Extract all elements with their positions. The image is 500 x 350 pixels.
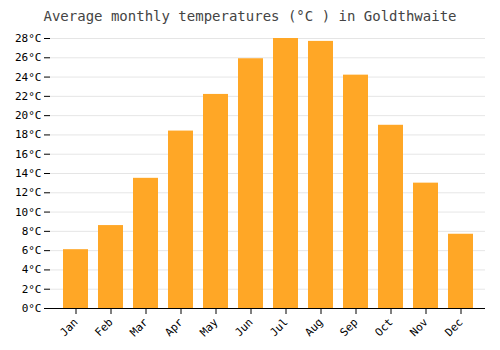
svg-text:4°C: 4°C: [22, 263, 42, 276]
svg-text:May: May: [197, 315, 221, 339]
svg-text:28°C: 28°C: [15, 32, 42, 45]
svg-text:Apr: Apr: [162, 315, 186, 339]
svg-text:22°C: 22°C: [15, 90, 42, 103]
svg-text:8°C: 8°C: [22, 225, 42, 238]
svg-text:Nov: Nov: [407, 315, 431, 339]
svg-text:14°C: 14°C: [15, 167, 42, 180]
svg-text:10°C: 10°C: [15, 206, 42, 219]
svg-text:Oct: Oct: [372, 316, 395, 339]
svg-text:16°C: 16°C: [15, 148, 42, 161]
svg-text:2°C: 2°C: [22, 283, 42, 296]
svg-text:6°C: 6°C: [22, 244, 42, 257]
svg-text:Jul: Jul: [267, 316, 290, 339]
svg-text:Jun: Jun: [232, 316, 255, 339]
svg-text:18°C: 18°C: [15, 128, 42, 141]
svg-text:Aug: Aug: [302, 316, 325, 339]
svg-text:0°C: 0°C: [22, 302, 42, 315]
svg-text:12°C: 12°C: [15, 186, 42, 199]
svg-text:Sep: Sep: [337, 316, 360, 339]
svg-text:Feb: Feb: [92, 316, 115, 339]
svg-text:Jan: Jan: [57, 316, 80, 339]
svg-text:26°C: 26°C: [15, 51, 42, 64]
svg-text:20°C: 20°C: [15, 109, 42, 122]
html-text:Average monthly temperatures (: Average monthly temperatures (°C ) in Go…: [43, 8, 457, 24]
svg-text:24°C: 24°C: [15, 71, 42, 84]
svg-text:Dec: Dec: [442, 316, 465, 339]
svg-text:Mar: Mar: [127, 315, 151, 339]
